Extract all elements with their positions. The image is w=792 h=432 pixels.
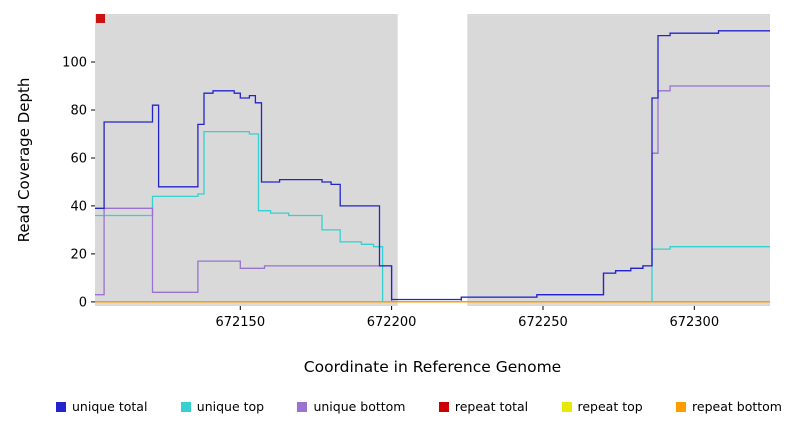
red-corner-marker — [96, 14, 105, 23]
legend-label: repeat bottom — [692, 399, 782, 414]
coverage-chart: 672150 672200 672250 672300 0 20 40 60 80 100 — [62, 14, 770, 330]
legend-swatch-unique-bottom — [297, 401, 308, 412]
legend-label: repeat total — [454, 399, 529, 414]
legend-swatch-unique-total — [56, 401, 66, 412]
legend-swatch-repeat-bottom — [676, 401, 687, 412]
chart-legend: unique total unique top unique bottom repea… — [0, 399, 792, 414]
x-tick-label: 672200 — [367, 315, 417, 330]
legend-item-repeat-bottom: repeat bottom — [676, 399, 782, 414]
y-tick-label: 80 — [70, 104, 87, 119]
legend-label: unique total — [72, 399, 148, 414]
legend-item-unique-bottom: unique bottom — [297, 399, 406, 414]
y-tick-label: 100 — [62, 56, 87, 71]
legend-swatch-repeat-total — [438, 401, 449, 412]
legend-label: repeat top — [577, 399, 643, 414]
y-tick-label: 40 — [70, 199, 87, 214]
legend-item-repeat-top: repeat top — [561, 399, 643, 414]
legend-label: unique bottom — [313, 399, 406, 414]
x-tick-label: 672250 — [518, 315, 568, 330]
legend-label: unique top — [196, 399, 265, 414]
y-axis-title: Read Coverage Depth — [15, 77, 33, 243]
y-tick-label: 60 — [70, 152, 87, 167]
series-line-unique-total — [95, 30, 770, 301]
legend-swatch-repeat-top — [561, 401, 572, 412]
y-tick-label: 0 — [79, 295, 87, 310]
x-tick-label: 672150 — [215, 315, 265, 330]
x-axis-title: Coordinate in Reference Genome — [303, 358, 562, 376]
legend-item-repeat-total: repeat total — [438, 399, 529, 414]
legend-item-unique-total: unique total — [56, 399, 147, 414]
coverage-gap-band — [397, 14, 468, 306]
legend-swatch-unique-top — [180, 401, 191, 412]
y-tick-label: 20 — [70, 247, 87, 262]
legend-item-unique-top: unique top — [180, 399, 265, 414]
x-tick-label: 672300 — [669, 315, 719, 330]
